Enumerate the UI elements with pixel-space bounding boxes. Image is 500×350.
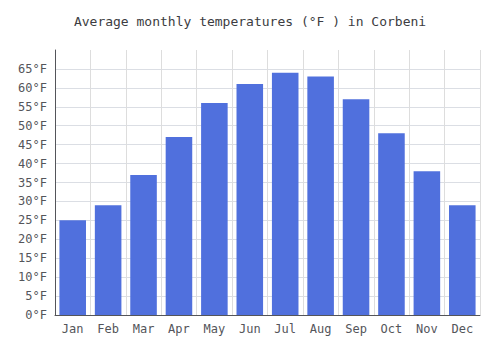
svg-text:25°F: 25°F [18,213,47,227]
svg-text:Feb: Feb [97,322,119,336]
svg-text:Mar: Mar [133,322,155,336]
svg-text:20°F: 20°F [18,232,47,246]
svg-text:Jan: Jan [62,322,84,336]
svg-text:May: May [204,322,226,336]
svg-text:65°F: 65°F [18,62,47,76]
svg-text:40°F: 40°F [18,157,47,171]
svg-text:Jun: Jun [239,322,261,336]
svg-text:45°F: 45°F [18,138,47,152]
svg-text:30°F: 30°F [18,194,47,208]
svg-text:10°F: 10°F [18,270,47,284]
svg-text:50°F: 50°F [18,119,47,133]
svg-text:15°F: 15°F [18,251,47,265]
svg-text:35°F: 35°F [18,176,47,190]
svg-text:Apr: Apr [168,322,190,336]
svg-text:5°F: 5°F [25,289,47,303]
svg-text:Sep: Sep [345,322,367,336]
svg-text:60°F: 60°F [18,81,47,95]
svg-text:Nov: Nov [416,322,438,336]
svg-text:Jul: Jul [274,322,296,336]
svg-text:Average monthly temperatures (: Average monthly temperatures (°F ) in Co… [74,14,426,29]
svg-text:Oct: Oct [381,322,403,336]
svg-text:55°F: 55°F [18,100,47,114]
svg-text:0°F: 0°F [25,308,47,322]
svg-text:Dec: Dec [451,322,473,336]
svg-text:Aug: Aug [310,322,332,336]
